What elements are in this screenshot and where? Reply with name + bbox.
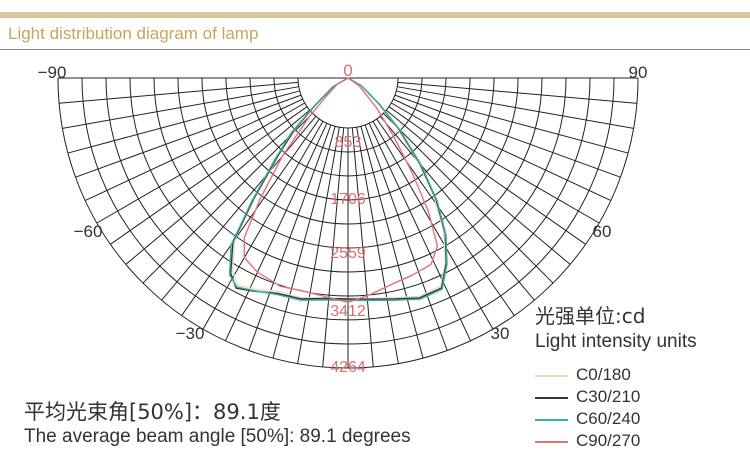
legend-swatch-c30-210 bbox=[535, 397, 568, 399]
grid-spoke bbox=[224, 123, 328, 342]
grid-spoke bbox=[297, 127, 340, 364]
axis-labels: −90 90 −60 60 −30 30 0 853 1706 2559 341… bbox=[38, 61, 648, 376]
grid-spoke bbox=[376, 118, 515, 316]
legend-label-c30-210: C30/210 bbox=[576, 387, 641, 406]
legend-swatch-c0-180 bbox=[535, 375, 568, 377]
radial-label-853: 853 bbox=[335, 134, 362, 151]
grid-spoke bbox=[322, 127, 345, 367]
legend-item-c30-210: C30/210 bbox=[535, 387, 750, 409]
grid-spoke bbox=[59, 81, 299, 104]
curve-c60-240 bbox=[228, 77, 448, 302]
grid-spoke bbox=[110, 106, 308, 245]
legend-swatch-c60-240 bbox=[535, 419, 568, 421]
intensity-curves bbox=[228, 77, 448, 304]
grid-spoke bbox=[356, 127, 399, 364]
title-rule bbox=[0, 49, 750, 50]
legend-title-cn: 光强单位:cd bbox=[535, 304, 646, 328]
grid-spoke bbox=[96, 102, 305, 224]
grid-spoke bbox=[383, 113, 554, 284]
grid-spoke bbox=[272, 126, 336, 359]
radial-label-1706: 1706 bbox=[330, 191, 366, 208]
grid-spoke bbox=[364, 124, 448, 351]
grid-spoke bbox=[142, 113, 313, 284]
grid-spoke bbox=[67, 90, 300, 154]
grid-spoke bbox=[388, 106, 586, 245]
grid-spoke bbox=[394, 94, 621, 178]
grid-spoke bbox=[393, 98, 612, 202]
legend-title-en: Light intensity units bbox=[535, 331, 697, 352]
angle-label-center-0: 0 bbox=[343, 61, 352, 80]
grid-spoke bbox=[397, 86, 634, 129]
grid-spoke bbox=[385, 109, 571, 265]
grid-spoke bbox=[248, 124, 332, 351]
radial-label-4264: 4264 bbox=[330, 359, 366, 376]
beam-angle-cn: 平均光束角[50%]：89.1度 bbox=[24, 400, 281, 424]
section-title: Light distribution diagram of lamp bbox=[8, 24, 259, 43]
grid-spoke bbox=[161, 115, 317, 301]
angle-label-right-30: 30 bbox=[491, 324, 510, 343]
radial-label-2559: 2559 bbox=[330, 245, 366, 262]
legend-item-c0-180: C0/180 bbox=[535, 365, 750, 387]
legend-swatch-c90-270 bbox=[535, 441, 568, 443]
legend-label-c60-240: C60/240 bbox=[576, 409, 641, 428]
curve-c90-270 bbox=[243, 77, 439, 304]
grid-spoke bbox=[62, 86, 299, 129]
legend-item-c90-270: C90/270 bbox=[535, 431, 750, 453]
legend-label-c0-180: C0/180 bbox=[576, 365, 631, 384]
gold-rule bbox=[0, 12, 750, 18]
grid-spoke bbox=[202, 121, 324, 330]
grid-spoke bbox=[125, 109, 311, 265]
polar-grid bbox=[57, 77, 639, 369]
angle-label-left-30: −30 bbox=[176, 324, 205, 343]
beam-angle-en: The average beam angle [50%]: 89.1 degre… bbox=[24, 426, 411, 447]
legend-label-c90-270: C90/270 bbox=[576, 431, 641, 450]
radial-label-3412: 3412 bbox=[330, 303, 366, 320]
grid-spoke bbox=[396, 90, 629, 154]
angle-label-right-90: 90 bbox=[629, 63, 648, 82]
grid-spoke bbox=[379, 115, 535, 301]
curve-c0-180 bbox=[231, 77, 447, 300]
legend: 光强单位:cd Light intensity units C0/180 C30… bbox=[535, 300, 750, 453]
grid-spoke bbox=[360, 126, 424, 359]
legend-item-c60-240: C60/240 bbox=[535, 409, 750, 431]
angle-label-left-90: −90 bbox=[38, 63, 67, 82]
grid-ring bbox=[297, 77, 399, 129]
grid-spoke bbox=[397, 81, 637, 104]
top-bar bbox=[0, 0, 750, 14]
grid-spoke bbox=[84, 98, 303, 202]
grid-spoke bbox=[372, 121, 494, 330]
angle-label-right-60: 60 bbox=[593, 222, 612, 241]
grid-spoke bbox=[75, 94, 302, 178]
grid-spoke bbox=[181, 118, 320, 316]
grid-spoke bbox=[368, 123, 472, 342]
grid-spoke bbox=[351, 127, 374, 367]
angle-label-left-60: −60 bbox=[74, 222, 103, 241]
grid-spoke bbox=[391, 102, 600, 224]
